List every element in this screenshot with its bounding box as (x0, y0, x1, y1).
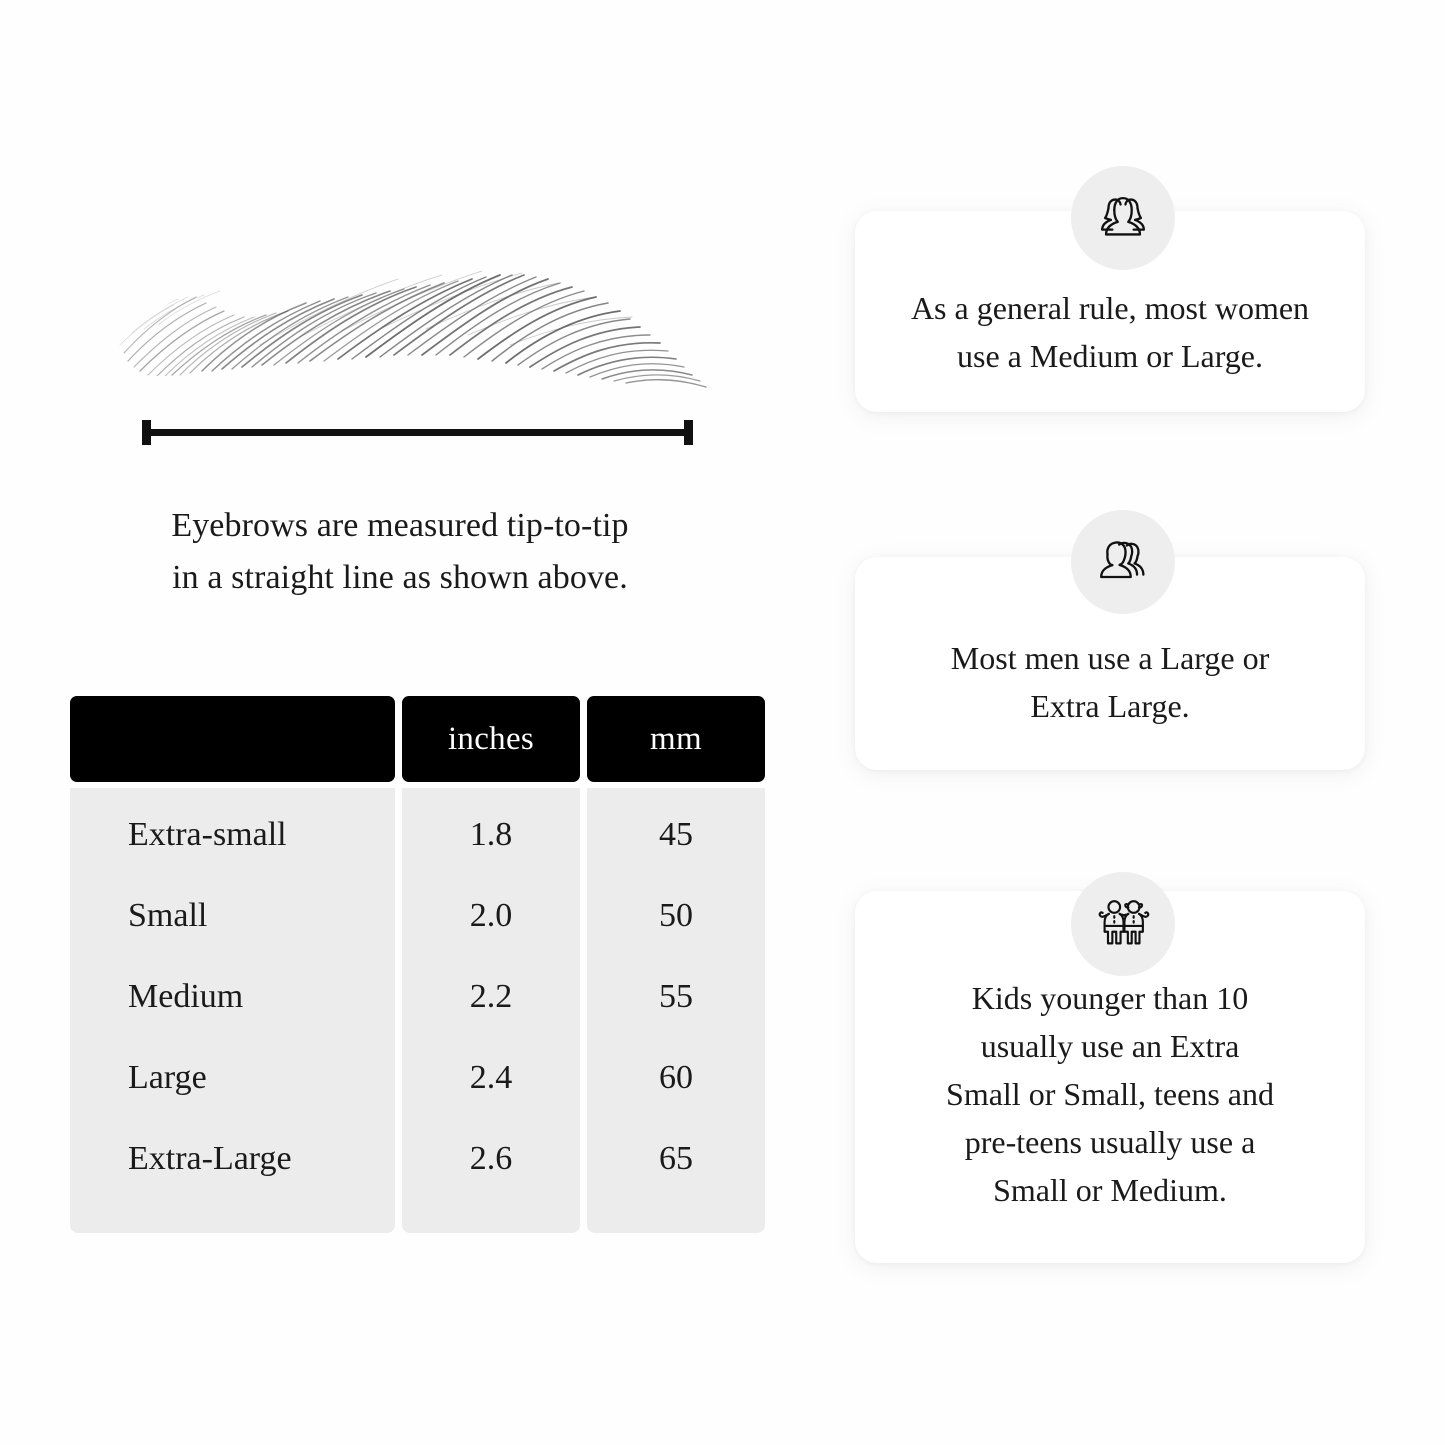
card-women-line-2: use a Medium or Large. (957, 337, 1263, 374)
table-row: 65 (659, 1139, 693, 1177)
women-group-icon (1070, 166, 1175, 270)
table-row: 2.4 (469, 1058, 513, 1096)
table-row: 45 (659, 815, 693, 853)
table-row: Medium (128, 977, 244, 1015)
table-row: 2.0 (469, 896, 513, 934)
table-header-size (70, 696, 395, 782)
card-kids-line-4: pre-teens usually use a (964, 1124, 1256, 1160)
table-header-row: inches mm (70, 696, 766, 782)
card-women-text: As a general rule, most women use a Medi… (855, 244, 1365, 380)
table-row: 55 (659, 977, 693, 1015)
caption-line-2: in a straight line as shown above. (172, 558, 628, 596)
card-men-line-2: Extra Large. (1030, 687, 1190, 724)
table-row: 2.2 (469, 977, 513, 1015)
table-row: 1.8 (469, 815, 513, 853)
table-header-inches: inches (402, 696, 580, 782)
card-men-text: Most men use a Large or Extra Large. (855, 598, 1365, 730)
table-column-mm: 45 50 55 60 65 (587, 788, 765, 1233)
table-row: Extra-Large (128, 1139, 292, 1177)
table-column-inches: 1.8 2.0 2.2 2.4 2.6 (402, 788, 580, 1233)
card-kids-line-1: Kids younger than 10 (971, 980, 1249, 1016)
card-women-line-1: As a general rule, most women (910, 289, 1310, 326)
size-table: inches mm Extra-small Small Medium Large… (70, 696, 766, 1233)
men-group-icon (1070, 510, 1175, 614)
kids-icon (1070, 872, 1175, 976)
eyebrow-illustration (110, 225, 740, 400)
table-row: 2.6 (469, 1139, 513, 1177)
table-row: Small (128, 896, 208, 934)
recommendation-panel: As a general rule, most women use a Medi… (800, 0, 1445, 1445)
table-row: Large (128, 1058, 207, 1096)
caption-line-1: Eyebrows are measured tip-to-tip (171, 507, 629, 544)
measurement-panel: Eyebrows are measured tip-to-tip in a st… (70, 225, 766, 1233)
table-column-size: Extra-small Small Medium Large Extra-Lar… (70, 788, 395, 1233)
measurement-ruler (140, 415, 695, 451)
card-kids-text: Kids younger than 10 usually use an Extr… (855, 940, 1365, 1214)
card-men-line-1: Most men use a Large or (950, 639, 1270, 676)
card-kids-line-2: usually use an Extra (980, 1028, 1240, 1064)
table-row: 60 (659, 1058, 693, 1096)
table-body: Extra-small Small Medium Large Extra-Lar… (70, 788, 766, 1233)
table-row: Extra-small (128, 815, 287, 853)
card-kids-line-5: Small or Medium. (993, 1172, 1227, 1208)
table-row: 50 (659, 896, 693, 934)
measurement-caption: Eyebrows are measured tip-to-tip in a st… (70, 500, 730, 603)
table-header-mm: mm (587, 696, 765, 782)
card-kids-line-3: Small or Small, teens and (946, 1076, 1274, 1112)
recommendation-card-kids: Kids younger than 10 usually use an Extr… (855, 891, 1365, 1263)
